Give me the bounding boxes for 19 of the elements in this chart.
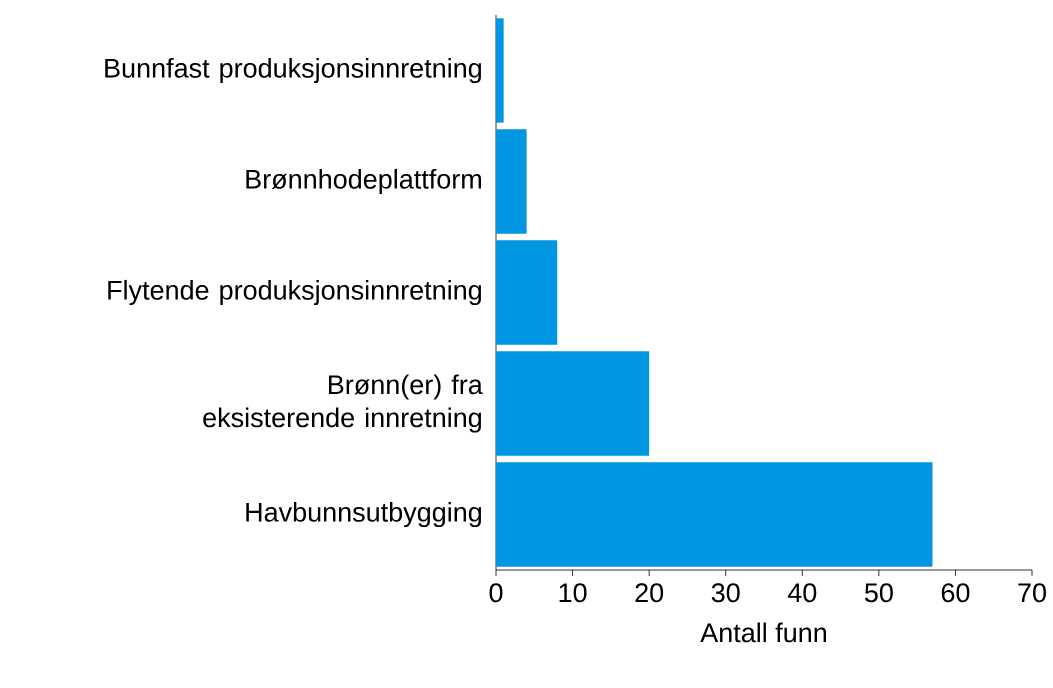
x-tick-label: 50: [864, 583, 893, 603]
bar: [496, 240, 558, 345]
x-tick-label: 20: [635, 583, 664, 603]
bar: [496, 351, 650, 456]
bar: [496, 129, 527, 234]
y-tick-label: Flytende produksjonsinnretning: [108, 279, 481, 306]
x-tick-label: 40: [787, 583, 817, 603]
x-tick-label: 60: [941, 583, 970, 603]
y-tick-label: Brønn(er) fra eksisterende innretning: [203, 374, 483, 433]
y-tick-label: Bunnfast produksjonsinnretning: [105, 57, 481, 84]
x-axis-title: Antall funn: [700, 622, 827, 643]
y-tick-label: Havbunnsutbygging: [246, 501, 482, 528]
bar: [496, 462, 933, 567]
x-tick-label: 0: [489, 583, 503, 603]
x-tick-label: 30: [711, 583, 740, 603]
bar: [496, 18, 504, 123]
x-tick-label: 10: [559, 583, 587, 603]
x-tick-label: 70: [1018, 583, 1046, 603]
y-tick-label: Brønnhodeplattform: [246, 168, 481, 195]
